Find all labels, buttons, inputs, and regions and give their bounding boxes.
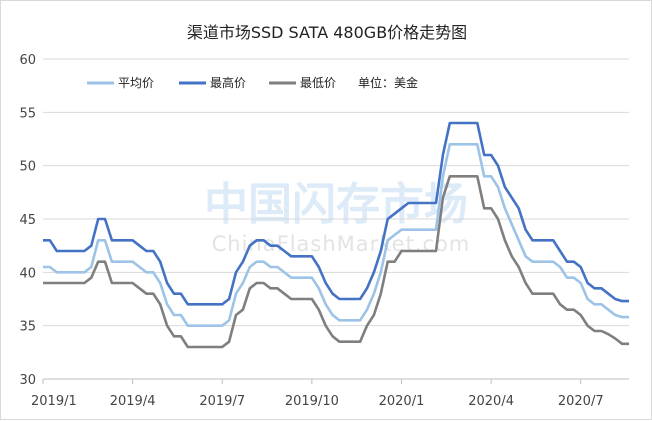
y-tick-label: 55 <box>19 106 36 121</box>
y-tick-label: 30 <box>19 373 36 388</box>
x-tick-label: 2019/7 <box>199 394 245 409</box>
x-tick-label: 2019/4 <box>110 394 156 409</box>
legend-label-low: 最低价 <box>300 76 336 90</box>
x-tick-label: 2020/7 <box>558 394 604 409</box>
x-tick-label: 2019/10 <box>285 394 339 409</box>
gridlines <box>43 58 629 380</box>
y-tick-label: 45 <box>19 213 36 228</box>
y-axis-ticks: 30 35 40 45 50 55 60 <box>19 53 36 388</box>
legend-item-average: 平均价 <box>87 76 154 90</box>
x-tick-label: 2020/1 <box>379 394 425 409</box>
x-axis-ticks: 2019/1 2019/4 2019/7 2019/10 2020/1 2020/4 202… <box>31 379 604 409</box>
chart-title: 渠道市场SSD SATA 480GB价格走势图 <box>187 23 467 42</box>
watermark-main: 中国闪存市场 <box>204 179 468 230</box>
y-tick-label: 35 <box>19 320 36 335</box>
series-lines <box>43 121 629 349</box>
x-tick-label: 2019/1 <box>31 394 77 409</box>
y-tick-label: 60 <box>19 53 36 68</box>
legend-label-average: 平均价 <box>118 76 154 90</box>
series-line-average <box>43 143 629 328</box>
unit-label: 单位：美金 <box>358 75 418 90</box>
x-tick-label: 2020/4 <box>468 394 514 409</box>
legend: 平均价 最高价 最低价 单位：美金 <box>87 75 418 90</box>
series-line-high <box>43 121 629 306</box>
y-tick-label: 40 <box>19 266 36 281</box>
legend-label-high: 最高价 <box>210 75 246 90</box>
series-line-low <box>43 175 629 349</box>
legend-item-high: 最高价 <box>179 75 246 90</box>
y-tick-label: 50 <box>19 160 36 175</box>
legend-item-low: 最低价 <box>269 76 336 90</box>
